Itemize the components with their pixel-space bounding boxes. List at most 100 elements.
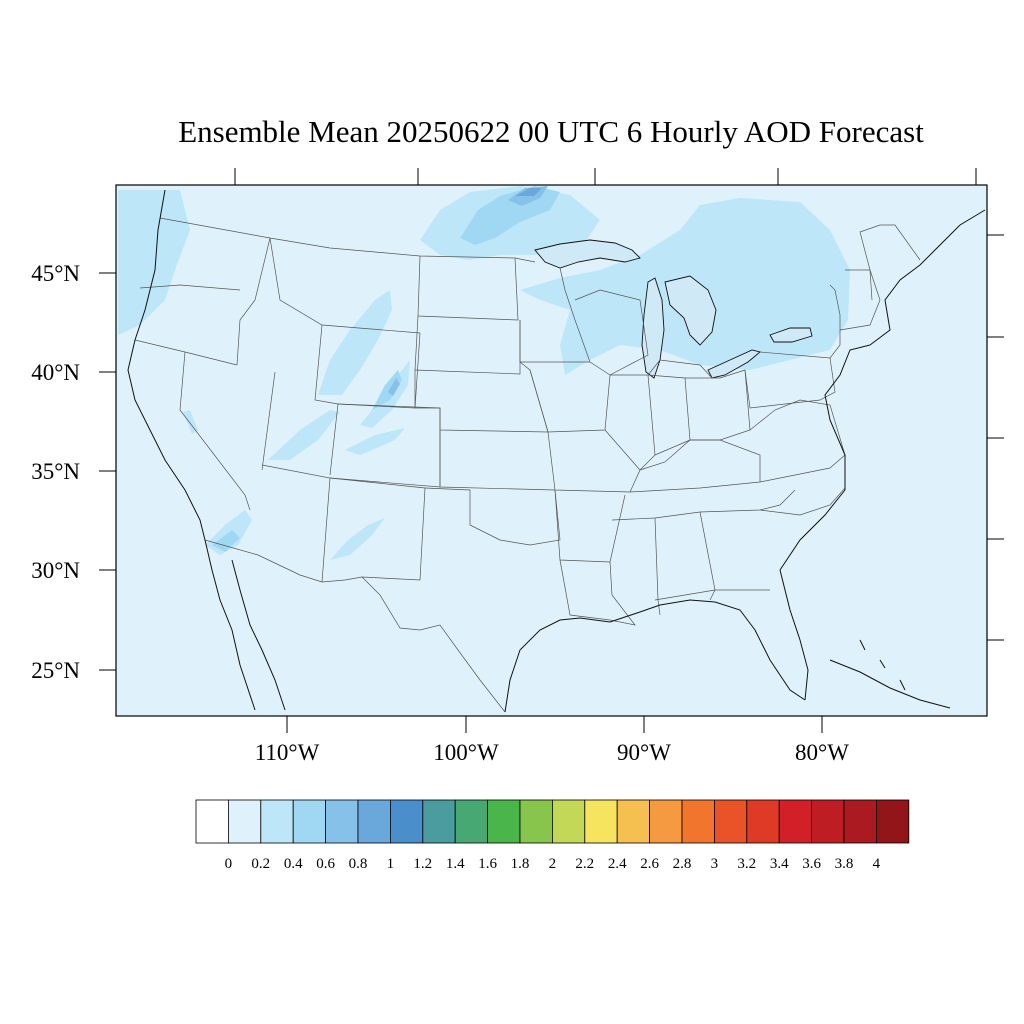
gulf-coast-east xyxy=(609,599,806,701)
colorbar-box xyxy=(454,799,489,844)
louisiana-box xyxy=(559,559,636,626)
illinois-border xyxy=(610,374,656,471)
colorbar-label: 2.6 xyxy=(640,856,659,872)
colorbar-label: 3 xyxy=(711,856,719,872)
arizona-south-border xyxy=(204,539,323,583)
colorbar-label: 4 xyxy=(873,856,881,872)
lake-ontario xyxy=(769,327,813,343)
colorbar-box xyxy=(357,799,391,844)
colorbar-box xyxy=(325,799,359,844)
ms-al-vertical xyxy=(654,517,661,616)
aod-region-wyoming-peak xyxy=(388,378,400,396)
aod-region-pacific-northwest xyxy=(118,190,190,335)
colorbar-box xyxy=(811,799,845,844)
baja-coast xyxy=(204,539,256,711)
aod-region-colorado-south-plume xyxy=(345,428,405,455)
colorbar-label: 3.2 xyxy=(737,856,756,872)
lon-label: 110°W xyxy=(255,740,320,765)
coastlines xyxy=(127,189,986,713)
colorbar-label: 1 xyxy=(387,856,395,872)
lake-erie xyxy=(707,349,761,379)
colorbar-label: 2.4 xyxy=(608,856,627,872)
dakotas-border xyxy=(417,255,519,321)
colorbar-label: 0.4 xyxy=(284,856,303,872)
colorbar xyxy=(195,799,910,844)
aod-region-gulf-california xyxy=(212,530,240,552)
lake-superior xyxy=(534,239,641,269)
us-canada-border-west xyxy=(159,217,536,263)
colorbar-label: 1.6 xyxy=(478,856,497,872)
colorbar-label: 0.8 xyxy=(349,856,368,872)
lake-huron xyxy=(664,275,717,346)
aod-region-wyoming-core xyxy=(372,370,402,410)
latitude-labels: 45°N 40°N 35°N 30°N 25°N xyxy=(31,261,80,683)
kansas-oklahoma-border xyxy=(439,430,556,491)
michigan-border xyxy=(647,359,713,379)
pennsylvania-box xyxy=(744,357,836,409)
colorbar-label: 2 xyxy=(549,856,557,872)
bahamas xyxy=(859,639,906,691)
colorbar-box xyxy=(843,799,877,844)
colorbar-label: 3.6 xyxy=(802,856,821,872)
georgia-florida-border xyxy=(654,589,770,601)
colorbar-box xyxy=(552,799,586,844)
colorbar-box xyxy=(227,799,262,844)
colorbar-box xyxy=(584,799,618,844)
idaho-border xyxy=(236,237,271,366)
wisconsin-border xyxy=(574,289,649,376)
cuba-coast xyxy=(829,659,951,709)
pacific-coast xyxy=(127,189,206,541)
lon-label: 80°W xyxy=(795,740,849,765)
colorbar-box xyxy=(746,799,780,844)
colorbar-box xyxy=(422,799,456,844)
lon-label: 100°W xyxy=(433,740,499,765)
map-frame xyxy=(115,184,988,717)
new-england-border xyxy=(839,224,921,331)
state-boundaries xyxy=(134,217,921,713)
colorbar-label: 2.2 xyxy=(575,856,594,872)
atlantic-coast-southeast xyxy=(779,344,871,571)
great-lakes xyxy=(534,239,813,379)
aod-region-superior-core xyxy=(460,186,560,245)
oklahoma-texas-border xyxy=(424,487,561,546)
indiana-border xyxy=(647,374,691,456)
colorbar-box xyxy=(260,799,294,844)
colorbar-label: 0.2 xyxy=(251,856,270,872)
colorbar-box xyxy=(519,799,553,844)
aod-region-utah-plume xyxy=(268,410,340,460)
colorbar-box xyxy=(616,799,651,844)
left-ticks xyxy=(99,272,116,671)
colorbar-label: 1.2 xyxy=(413,856,432,872)
map-title: Ensemble Mean 20250622 00 UTC 6 Hourly A… xyxy=(178,114,924,149)
atlantic-coast-northeast xyxy=(869,209,986,346)
longitude-labels: 110°W 100°W 90°W 80°W xyxy=(255,740,850,765)
kentucky-north-border xyxy=(639,439,761,482)
mississippi-alabama-border xyxy=(611,489,796,521)
texas-outline xyxy=(361,576,506,713)
gulf-california-coast xyxy=(231,559,286,711)
lat-label: 25°N xyxy=(31,658,80,683)
aod-region-superior-max xyxy=(515,188,542,196)
nevada-utah-border xyxy=(261,371,276,471)
aod-region-nevada-streak xyxy=(183,410,198,434)
atlantic-coast-florida xyxy=(779,569,809,701)
colorbar-box xyxy=(778,799,813,844)
california-nevada-border xyxy=(179,351,251,511)
colorbar-label: 0 xyxy=(225,856,233,872)
top-ticks xyxy=(234,168,977,185)
colorbar-label: 0.6 xyxy=(316,856,335,872)
washington-oregon-border xyxy=(139,284,241,291)
southeast-border xyxy=(759,487,846,516)
colorbar-box xyxy=(649,799,683,844)
colorbar-label: 1.8 xyxy=(511,856,530,872)
colorbar-box xyxy=(292,799,327,844)
colorbar-box xyxy=(681,799,715,844)
aod-region-wyoming-plume xyxy=(318,290,392,395)
montana-wyoming-border xyxy=(269,237,421,334)
map-ticks xyxy=(99,168,1004,733)
colorbar-box xyxy=(195,799,229,844)
right-ticks xyxy=(987,234,1004,641)
colorbar-label: 1.4 xyxy=(446,856,465,872)
map-panel xyxy=(115,184,988,717)
